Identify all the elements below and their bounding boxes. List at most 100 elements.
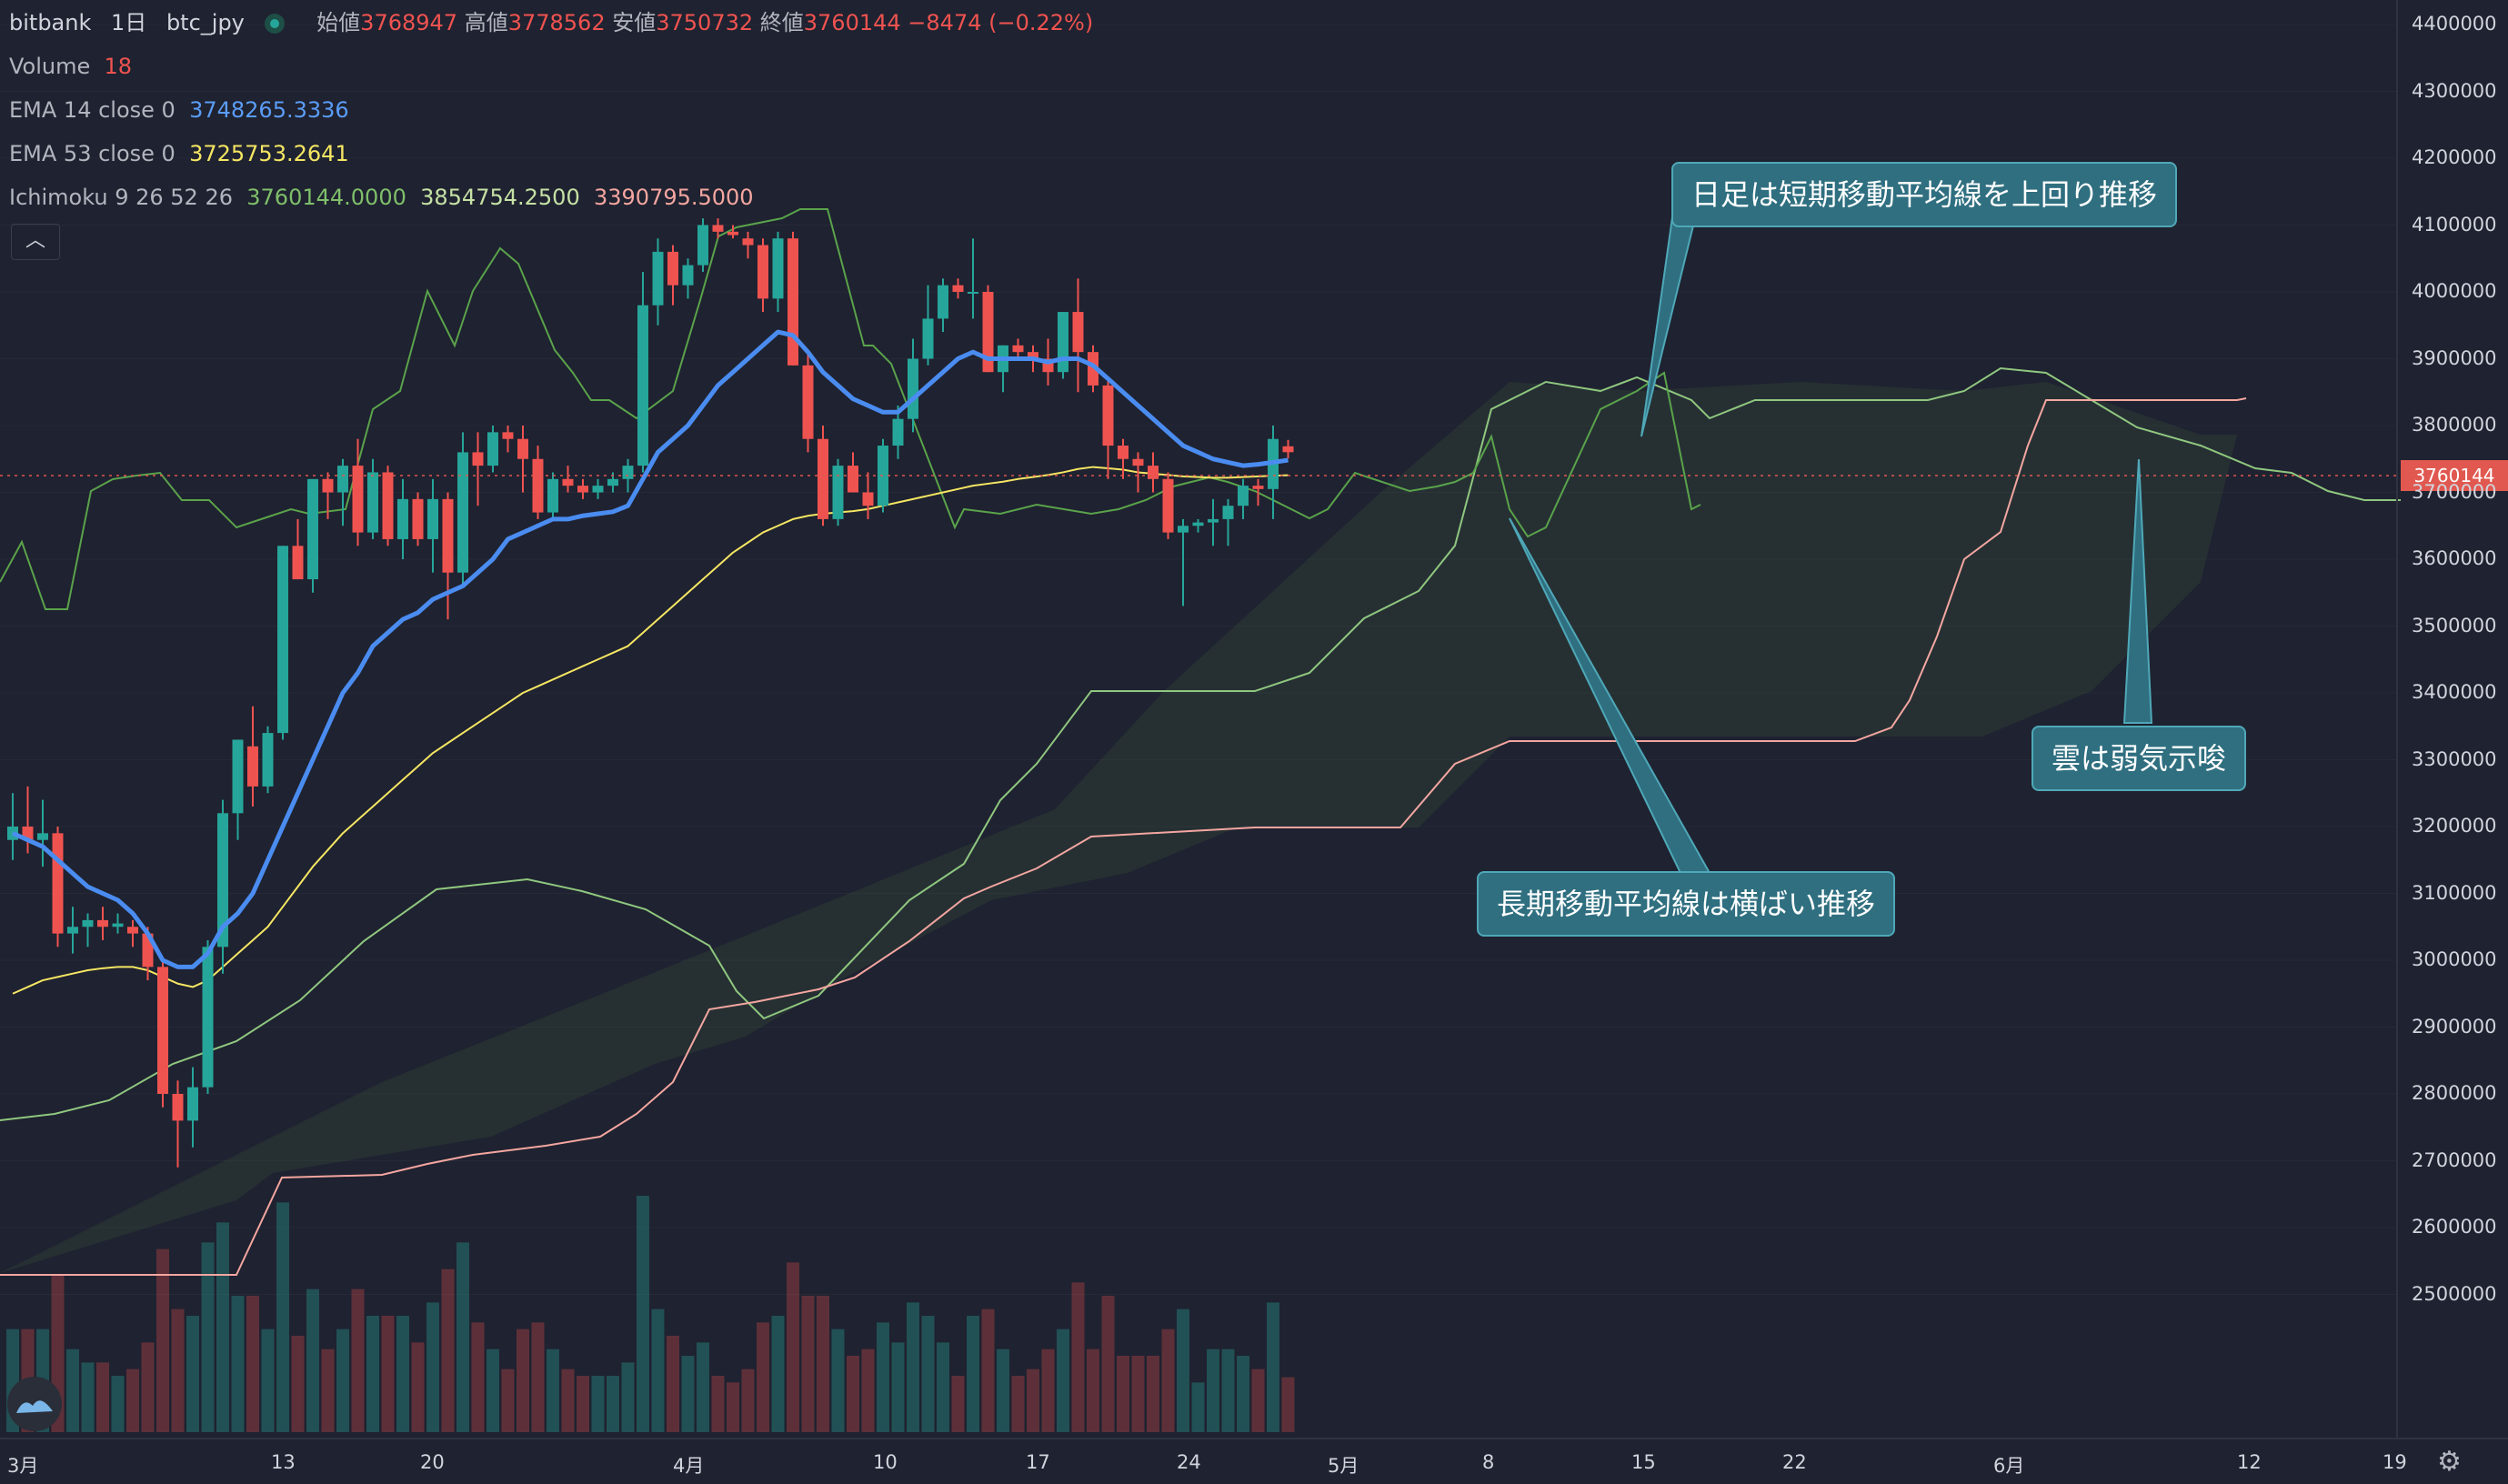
ema-53-path [12, 466, 1289, 995]
chikou-span [0, 208, 1701, 610]
volume-bar [81, 1362, 95, 1432]
time-tick-label: 6月 [1993, 1455, 2025, 1477]
candle-body [412, 498, 424, 539]
candle-body [667, 251, 678, 286]
volume-bar [997, 1349, 1009, 1432]
candle-body [848, 466, 858, 493]
interval[interactable]: 1日 [111, 10, 147, 35]
volume-bar [306, 1288, 319, 1432]
ema53-value: 3725753.2641 [189, 141, 349, 166]
ichimoku-legend[interactable]: Ichimoku 9 26 52 26 3760144.0000 3854754… [9, 184, 754, 211]
ichimoku-label: Ichimoku 9 26 52 26 [9, 185, 233, 210]
ichimoku-value-2: 3854754.2500 [420, 185, 580, 210]
volume-bar [66, 1349, 79, 1432]
cloud-fill-bull [0, 382, 2237, 1273]
candle-body [322, 478, 334, 493]
volume-bar [501, 1369, 515, 1432]
volume-bar [697, 1342, 709, 1432]
candle-body [532, 458, 544, 513]
candle-body [292, 546, 304, 580]
candle-body [697, 225, 708, 266]
candle-body [562, 478, 574, 486]
time-tick-label: 19 [2383, 1451, 2407, 1473]
ema14-legend[interactable]: EMA 14 close 0 3748265.3336 [9, 96, 349, 124]
annotation-long-ma[interactable]: 長期移動平均線は横ばい推移 [1477, 871, 1896, 937]
volume-bar [381, 1316, 395, 1432]
settings-gear-icon[interactable]: ⚙ [2437, 1446, 2462, 1478]
annotation-short-ma[interactable]: 日足は短期移動平均線を上回り推移 [1671, 162, 2178, 227]
time-tick-label: 3月 [7, 1455, 39, 1477]
ema53-legend[interactable]: EMA 53 close 0 3725753.2641 [9, 140, 349, 167]
candle-body [622, 466, 634, 479]
volume-bar [1027, 1369, 1039, 1432]
ema-14-path [11, 329, 1289, 969]
price-tick-label: 3900000 [2412, 346, 2497, 369]
ema14-value: 3748265.3336 [189, 97, 349, 123]
ema-14-line [11, 329, 1289, 969]
volume-bar [246, 1296, 259, 1432]
candle-body [67, 927, 78, 934]
price-tick-label: 4200000 [2412, 146, 2497, 168]
volume-bar [757, 1322, 769, 1432]
volume-bar [1087, 1349, 1099, 1432]
candle-body [788, 238, 798, 366]
volume-bars [6, 1196, 1295, 1432]
price-tick-label: 4300000 [2412, 79, 2497, 102]
volume-bar [937, 1342, 949, 1432]
volume-bar [831, 1329, 845, 1432]
candle-body [1088, 352, 1099, 386]
volume-bar [1101, 1296, 1115, 1432]
volume-bar [981, 1309, 995, 1432]
volume-bar [411, 1342, 425, 1432]
candle-body [247, 746, 258, 787]
price-tick-label: 3200000 [2412, 815, 2497, 837]
pair-symbol[interactable]: btc_jpy [166, 10, 245, 35]
candle-body [1058, 312, 1068, 373]
candle-body [682, 265, 694, 286]
candle-body [457, 452, 468, 573]
volume-bar [621, 1362, 635, 1432]
volume-bar [426, 1302, 439, 1432]
candle-body [1178, 526, 1189, 533]
volume-bar [141, 1342, 155, 1432]
volume-bar [681, 1356, 695, 1432]
volume-legend[interactable]: Volume 18 [9, 53, 132, 80]
high-value: 3778562 [507, 10, 606, 35]
volume-bar [351, 1288, 365, 1432]
collapse-legend-button[interactable]: ︿ [11, 224, 60, 260]
open-value: 3768947 [360, 10, 458, 35]
volume-bar [487, 1349, 499, 1432]
volume-bar [591, 1376, 605, 1432]
time-tick-label: 13 [271, 1451, 296, 1473]
candle-body [952, 285, 964, 292]
candle-body [1252, 486, 1264, 489]
candle-body [487, 432, 498, 466]
volume-bar [531, 1322, 545, 1432]
candle-body [772, 238, 784, 299]
time-tick-label: 24 [1177, 1451, 1201, 1473]
chart-grid [0, 24, 2397, 1295]
ichimoku-cloud [0, 366, 2401, 1276]
volume-bar [1281, 1377, 1295, 1432]
candle-body [922, 318, 934, 359]
market-status-icon [264, 14, 285, 34]
price-tick-label: 4100000 [2412, 213, 2497, 236]
volume-label: Volume [9, 54, 91, 79]
volume-bar [276, 1202, 289, 1432]
candle-body [217, 813, 228, 948]
volume-bar [291, 1336, 305, 1432]
candle-body [1028, 352, 1038, 359]
price-tick-label: 3600000 [2412, 547, 2497, 569]
candle-body [607, 478, 618, 486]
volume-bar [321, 1349, 335, 1432]
volume-bar [877, 1322, 889, 1432]
candle-body [818, 438, 828, 519]
candle-body [727, 231, 738, 236]
ichimoku-value-1: 3760144.0000 [246, 185, 406, 210]
candle-body [1238, 486, 1249, 506]
annotation-cloud[interactable]: 雲は弱気示唆 [2031, 726, 2247, 791]
volume-bar [951, 1376, 965, 1432]
volume-bar [517, 1329, 529, 1432]
tradingview-logo[interactable] [7, 1377, 62, 1431]
volume-bar [1191, 1382, 1205, 1432]
